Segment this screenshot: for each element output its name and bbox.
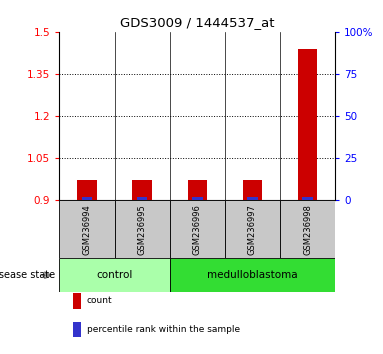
Bar (73, 293, 81, 308)
Text: GSM236998: GSM236998 (303, 204, 312, 255)
Bar (59, 258, 170, 292)
Bar (77, 180, 97, 200)
Bar (188, 180, 207, 200)
Text: count: count (87, 296, 113, 306)
Bar (133, 180, 152, 200)
Bar (137, 196, 147, 200)
Text: GSM236995: GSM236995 (137, 204, 147, 255)
Bar (73, 322, 81, 337)
Text: GSM236997: GSM236997 (248, 204, 257, 255)
Text: percentile rank within the sample: percentile rank within the sample (87, 325, 240, 334)
Bar (170, 200, 225, 258)
Bar (302, 196, 313, 200)
Bar (298, 48, 317, 200)
Bar (82, 196, 92, 200)
Bar (280, 200, 335, 258)
Text: medulloblastoma: medulloblastoma (207, 270, 298, 280)
Bar (247, 196, 258, 200)
Bar (115, 200, 170, 258)
Title: GDS3009 / 1444537_at: GDS3009 / 1444537_at (120, 16, 275, 29)
Bar (192, 196, 203, 200)
Bar (170, 258, 335, 292)
Bar (225, 200, 280, 258)
Text: disease state: disease state (0, 270, 56, 280)
Bar (243, 180, 262, 200)
Bar (59, 200, 115, 258)
Text: GSM236994: GSM236994 (82, 204, 92, 255)
Text: control: control (97, 270, 133, 280)
Text: GSM236996: GSM236996 (193, 204, 202, 255)
